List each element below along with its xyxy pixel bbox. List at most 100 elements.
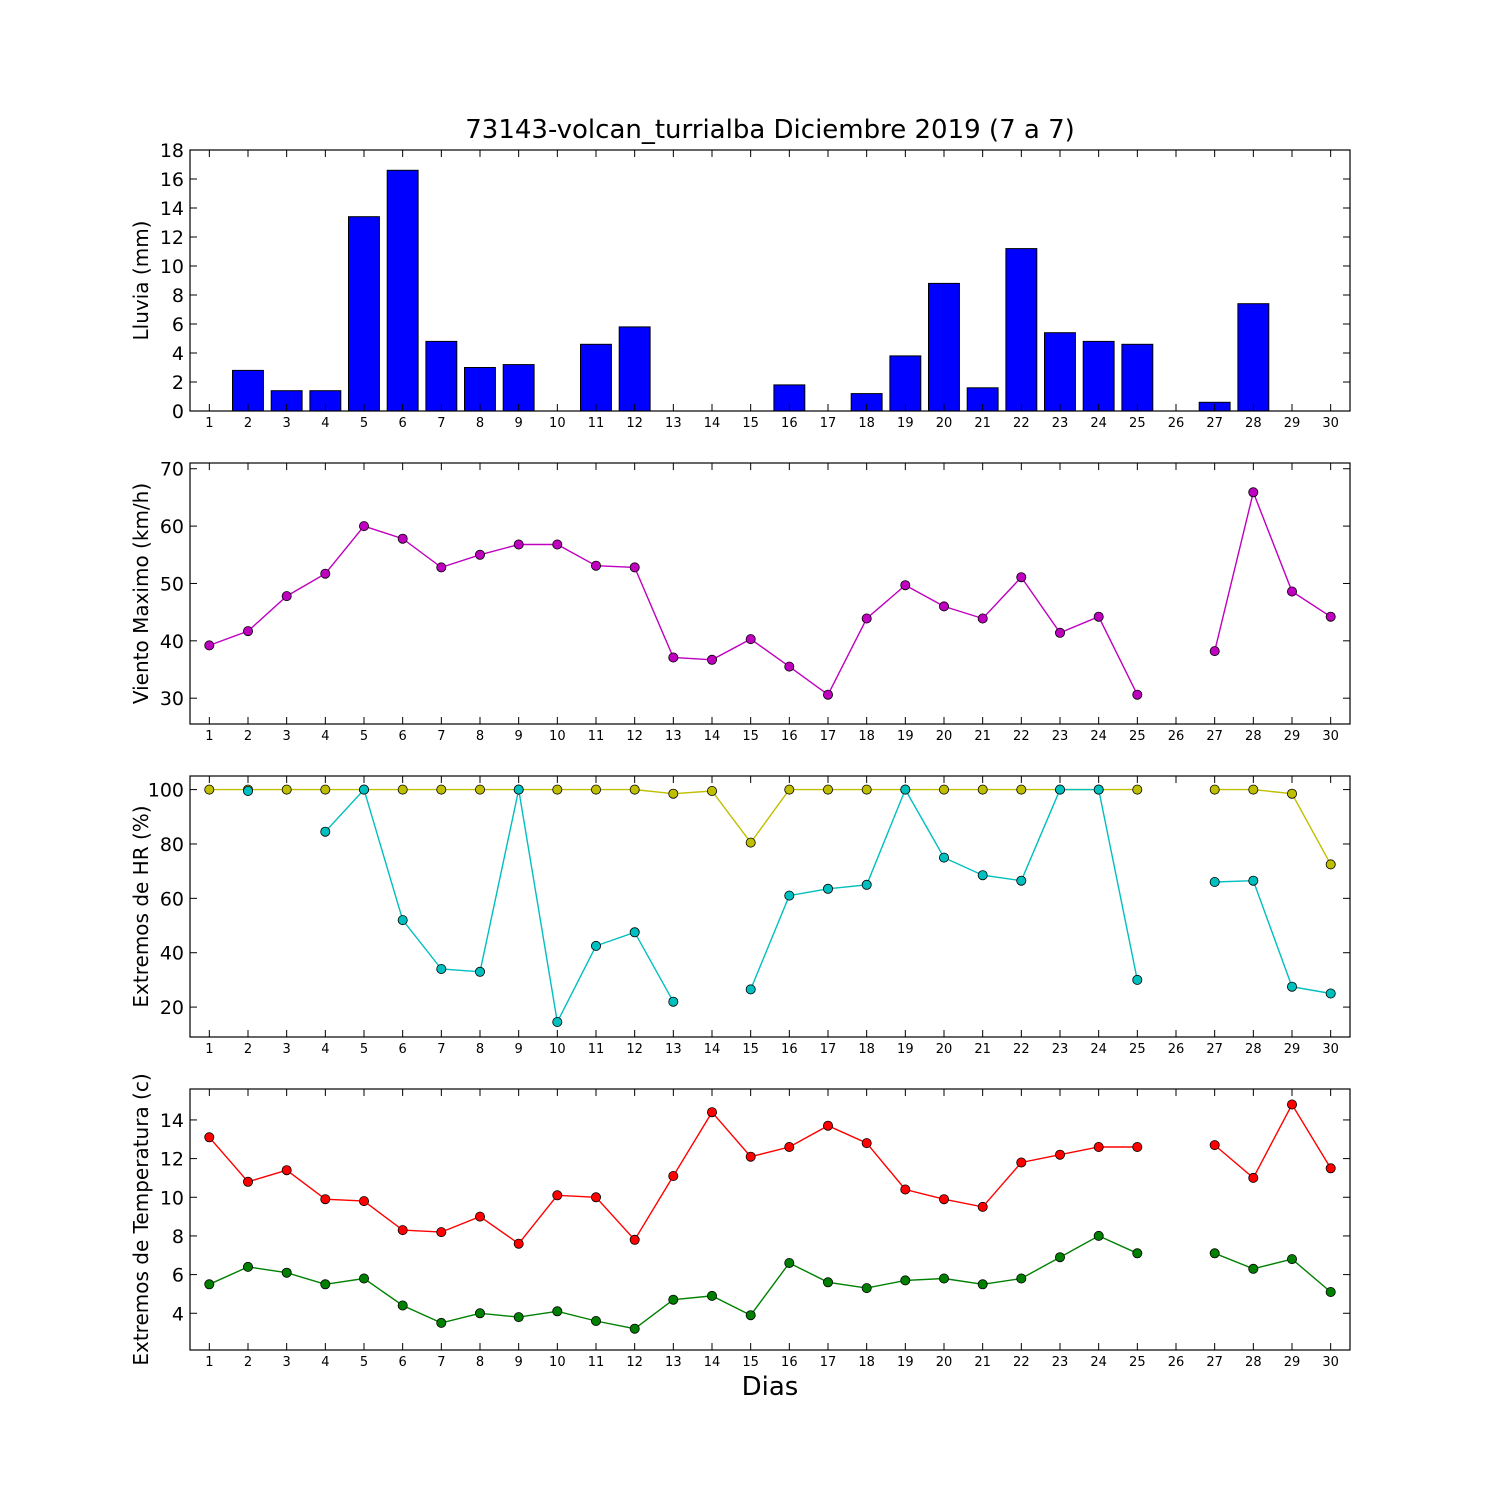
data-point xyxy=(436,1227,447,1238)
x-tick-label: 6 xyxy=(399,729,407,744)
x-tick-label: 10 xyxy=(549,416,566,431)
x-tick-label: 23 xyxy=(1052,416,1069,431)
data-point xyxy=(397,533,408,544)
data-point xyxy=(1055,627,1066,638)
rain-bar xyxy=(1237,303,1270,412)
x-tick-label: 7 xyxy=(437,416,445,431)
x-tick-label: 24 xyxy=(1090,729,1107,744)
data-point xyxy=(784,661,795,672)
data-point xyxy=(668,652,679,663)
data-point xyxy=(629,1323,640,1334)
x-tick-label: 25 xyxy=(1129,1042,1146,1057)
x-tick-label: 12 xyxy=(626,1042,643,1057)
rain-bar xyxy=(425,340,458,412)
data-point xyxy=(397,784,408,795)
data-point xyxy=(1325,859,1336,870)
data-point xyxy=(823,784,834,795)
y-tick-label: 4 xyxy=(172,343,184,365)
data-point xyxy=(474,1308,485,1319)
x-tick-label: 18 xyxy=(858,1042,875,1057)
data-point xyxy=(629,784,640,795)
data-point xyxy=(513,539,524,550)
y-tick-label: 0 xyxy=(172,401,184,423)
x-tick-label: 29 xyxy=(1284,729,1301,744)
data-point xyxy=(204,640,215,651)
data-point xyxy=(320,568,331,579)
data-point xyxy=(1132,689,1143,700)
data-point xyxy=(939,1273,950,1284)
x-tick-label: 8 xyxy=(476,1355,484,1370)
x-tick-label: 30 xyxy=(1322,416,1339,431)
x-tick-label: 9 xyxy=(515,1042,523,1057)
x-tick-label: 29 xyxy=(1284,1355,1301,1370)
x-tick-label: 18 xyxy=(858,729,875,744)
x-tick-label: 13 xyxy=(665,1355,682,1370)
data-point xyxy=(939,852,950,863)
x-tick-label: 24 xyxy=(1090,416,1107,431)
x-tick-label: 12 xyxy=(626,1355,643,1370)
data-point xyxy=(552,1190,563,1201)
data-point xyxy=(358,521,369,532)
data-point xyxy=(513,784,524,795)
data-point xyxy=(358,1196,369,1207)
x-tick-label: 16 xyxy=(781,1042,798,1057)
plot-frame xyxy=(189,149,1351,412)
x-tick-label: 11 xyxy=(588,1355,605,1370)
data-point xyxy=(939,784,950,795)
data-point xyxy=(745,984,756,995)
data-point xyxy=(977,1201,988,1212)
y-tick-label: 6 xyxy=(172,314,184,336)
x-tick-label: 9 xyxy=(515,416,523,431)
data-point xyxy=(552,1306,563,1317)
data-point xyxy=(1093,784,1104,795)
data-point xyxy=(939,601,950,612)
y-tick-label: 12 xyxy=(160,227,184,249)
y-tick-label: 18 xyxy=(160,140,184,162)
y-tick-label: 16 xyxy=(160,169,184,191)
data-point xyxy=(281,1165,292,1176)
data-point xyxy=(1209,646,1220,657)
data-point xyxy=(1132,974,1143,985)
x-tick-label: 19 xyxy=(897,1042,914,1057)
x-tick-label: 28 xyxy=(1245,1042,1262,1057)
x-tick-label: 26 xyxy=(1168,729,1185,744)
y-tick-label: 12 xyxy=(160,1149,184,1171)
x-tick-label: 25 xyxy=(1129,1355,1146,1370)
data-point xyxy=(1209,1140,1220,1151)
x-tick-label: 24 xyxy=(1090,1355,1107,1370)
data-point xyxy=(745,634,756,645)
rain-bar xyxy=(348,216,380,412)
x-tick-label: 13 xyxy=(665,416,682,431)
y-tick-label: 100 xyxy=(148,780,184,802)
data-point xyxy=(513,1238,524,1249)
data-point xyxy=(1325,611,1336,622)
series-line xyxy=(1214,489,1332,652)
x-tick-label: 18 xyxy=(858,416,875,431)
data-point xyxy=(823,883,834,894)
data-point xyxy=(1209,784,1220,795)
x-tick-label: 14 xyxy=(704,1355,721,1370)
y-tick-label: 6 xyxy=(172,1265,184,1287)
y-tick-label: 2 xyxy=(172,372,184,394)
x-tick-label: 28 xyxy=(1245,416,1262,431)
data-point xyxy=(977,784,988,795)
data-point xyxy=(1287,981,1298,992)
data-point xyxy=(591,560,602,571)
data-point xyxy=(1055,1252,1066,1263)
x-tick-label: 28 xyxy=(1245,1355,1262,1370)
rain-bar xyxy=(386,169,419,412)
data-point xyxy=(977,613,988,624)
y-tick-label: 40 xyxy=(160,631,184,653)
data-point xyxy=(281,1267,292,1278)
y-tick-label: 60 xyxy=(160,888,184,910)
x-tick-label: 8 xyxy=(476,1042,484,1057)
x-tick-label: 6 xyxy=(399,1042,407,1057)
rain-bar xyxy=(1044,332,1076,412)
data-point xyxy=(436,784,447,795)
y-axis-label: Viento Maximo (km/h) xyxy=(129,483,153,704)
data-point xyxy=(204,784,215,795)
data-point xyxy=(977,1279,988,1290)
x-tick-label: 10 xyxy=(549,1042,566,1057)
data-point xyxy=(823,1277,834,1288)
data-point xyxy=(629,1234,640,1245)
